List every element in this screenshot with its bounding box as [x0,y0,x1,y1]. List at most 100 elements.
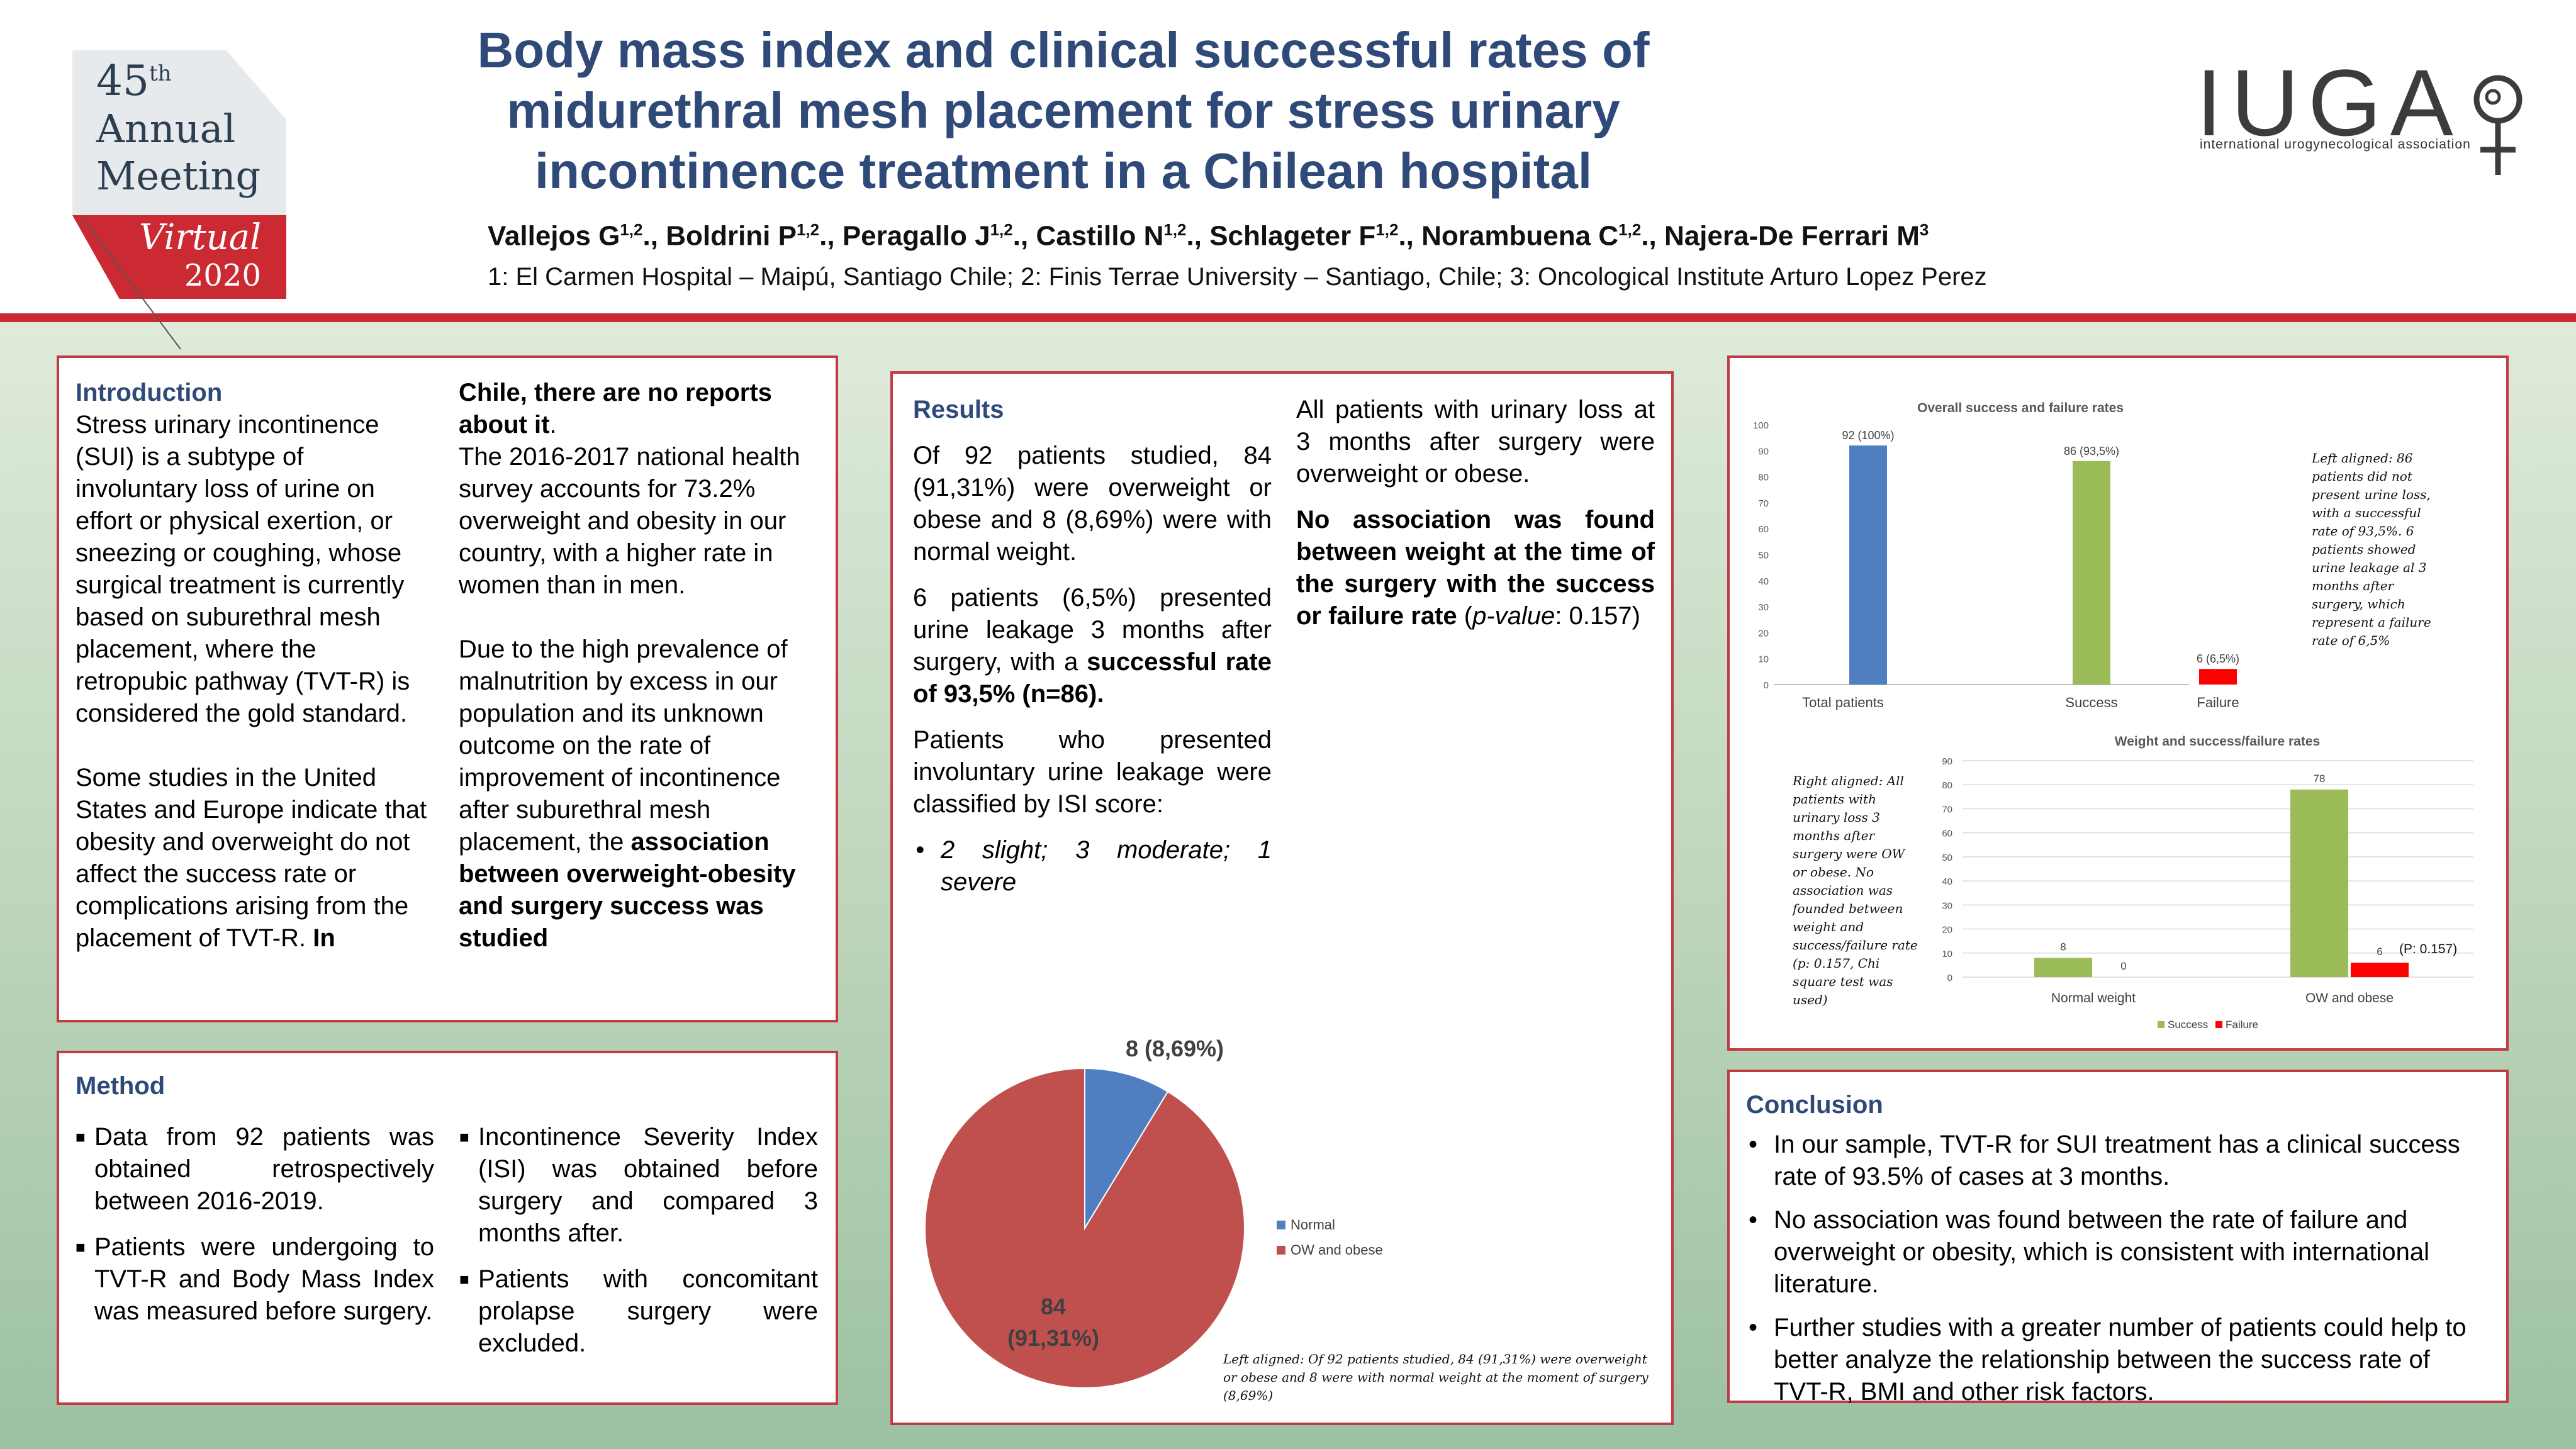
bar1-title: Overall success and failure rates [1917,401,2124,415]
bar1-category-label: Total patients [1802,695,1884,710]
method-item: Patients were undergoing to TVT-R and Bo… [76,1231,434,1328]
author-affiliation-mark: 1,2 [1375,220,1399,239]
badge-meeting: Meeting [96,153,261,199]
badge-edition: 45th [96,57,172,105]
bar1-y-tick: 70 [1758,498,1769,509]
isi-list: 2 slight; 3 moderate; 1 severe [913,834,1272,898]
bar2-legend-swatch [2158,1021,2164,1028]
author-name: Najera-De Ferrari M [1664,220,1920,252]
results-left-column: Results Of 92 patients studied, 84 (91,3… [913,394,1272,910]
author-affiliation-mark: 1,2 [796,220,820,239]
pie-data-label: 8 (8,69%) [1126,1036,1224,1061]
bar1-y-tick: 80 [1758,473,1769,483]
pie-caption: Left aligned: Of 92 patients studied, 84… [1223,1351,1649,1403]
intro-paragraph-2: Some studies in the United States and Eu… [76,764,427,952]
author-name: Castillo N [1036,220,1164,252]
bar1-y-tick: 40 [1758,576,1769,587]
bar2-data-label: 78 [2314,773,2326,785]
bar2-data-label: 0 [2120,960,2126,972]
pie-legend-swatch [1277,1221,1285,1229]
bar2-legend-label: Failure [2226,1019,2258,1031]
bar2-data-label: 8 [2060,941,2066,953]
bar1-caption: Left aligned: 86 patients did not presen… [2312,450,2431,648]
conclusion-item: Further studies with a greater number of… [1746,1312,2482,1408]
badge-virtual: Virtual [138,217,261,258]
author-name: Norambuena C [1421,220,1619,252]
bar1-category-label: Success [2065,695,2117,710]
poster-title: Body mass index and clinical successful … [477,22,1650,199]
results-panel: Results Of 92 patients studied, 84 (91,3… [890,371,1674,1425]
bar1-bar [2199,669,2237,685]
results-paragraph-4: All patients with urinary loss at 3 mont… [1296,396,1655,488]
badge-annual: Annual [96,106,236,152]
conclusion-item: No association was found between the rat… [1746,1204,2482,1301]
results-right-column: All patients with urinary loss at 3 mont… [1296,394,1655,632]
author-list: Vallejos G1,2., Boldrini P1,2., Peragall… [488,220,1929,252]
bar2-y-tick: 80 [1942,780,1952,791]
intro-right-column: Chile, there are no reports about it. Th… [459,377,820,954]
isi-list-item: 2 slight; 3 moderate; 1 severe [913,834,1272,898]
bar2-bar [2034,958,2092,977]
results-paragraph-2: 6 patients (6,5%) presented urine leakag… [913,584,1272,708]
results-paragraph-5: No association was found between weight … [1296,506,1655,630]
bar1-category-label: Failure [2197,695,2239,710]
logo-wordmark: IUGA [2196,50,2462,155]
pie-data-label: 84 [1041,1294,1066,1319]
bar2-legend-swatch [2215,1021,2222,1028]
bar2-y-tick: 90 [1942,756,1952,767]
intro-paragraph-4: The 2016-2017 national health survey acc… [459,443,800,599]
intro-paragraph-3: Chile, there are no reports about it. [459,379,772,439]
author-affiliation-mark: 3 [1919,220,1929,239]
method-item: Incontinence Severity Index (ISI) was ob… [459,1121,818,1250]
bar2-y-tick: 0 [1947,973,1952,983]
affiliations: 1: El Carmen Hospital – Maipú, Santiago … [488,263,1987,291]
author-affiliation-mark: 1,2 [1618,220,1642,239]
bar1-y-tick: 20 [1758,628,1769,639]
bar2-category-label: OW and obese [2305,991,2394,1005]
conclusion-item: In our sample, TVT-R for SUI treatment h… [1746,1129,2482,1193]
bar2-legend-label: Success [2168,1019,2208,1031]
conclusion-panel: Conclusion In our sample, TVT-R for SUI … [1727,1070,2509,1406]
author-affiliation-mark: 1,2 [1163,220,1187,239]
conclusion-list: In our sample, TVT-R for SUI treatment h… [1746,1129,2482,1419]
bar1-data-label: 6 (6,5%) [2197,652,2239,665]
method-item: Data from 92 patients was obtained retro… [76,1121,434,1217]
bar1-bar [1849,445,1887,685]
author-name: Schlageter F [1209,220,1376,252]
bar2-y-tick: 10 [1942,949,1952,959]
introduction-panel: Introduction Stress urinary incontinence… [57,355,838,1022]
bar2-bar [2351,963,2409,977]
meeting-badge: 45th Annual Meeting Virtual 2020 [72,50,286,299]
bar1-y-tick: 90 [1758,446,1769,457]
method-right-list: Incontinence Severity Index (ISI) was ob… [459,1121,818,1373]
bar2-y-tick: 30 [1942,900,1952,911]
bar2-y-tick: 20 [1942,925,1952,936]
bar1-bar [2073,461,2110,685]
intro-paragraph-1: Stress urinary incontinence (SUI) is a s… [76,411,410,727]
bar1-data-label: 92 (100%) [1842,429,1894,442]
bar1-y-tick: 30 [1758,602,1769,613]
overall-bar-chart: Overall success and failure rates 0 10 20 30… [1753,401,2473,1031]
header-divider [0,313,2576,322]
bar2-category-label: Normal weight [2051,991,2136,1005]
results-heading: Results [913,396,1004,423]
badge-year: 2020 [184,258,261,293]
gender-symbol-icon [2473,75,2523,175]
pie-legend-label: Normal [1291,1217,1335,1233]
bar2-bar [2290,789,2348,977]
bar2-title: Weight and success/failure rates [2115,734,2320,749]
author-name: Peragallo J [842,220,990,252]
bar2-y-tick: 40 [1942,876,1952,887]
conclusion-heading: Conclusion [1746,1091,1883,1119]
bar1-data-label: 86 (93,5%) [2064,445,2119,457]
results-paragraph-1: Of 92 patients studied, 84 (91,31%) were… [913,442,1272,566]
bar2-y-tick: 60 [1942,829,1952,839]
poster-header [0,0,2576,313]
pie-legend-label: OW and obese [1291,1242,1383,1258]
bar1-y-tick: 50 [1758,551,1769,561]
author-name: Boldrini P [666,220,797,252]
intro-left-column: Introduction Stress urinary incontinence… [76,377,431,954]
results-paragraph-3: Patients who presented involuntary urine… [913,726,1272,818]
author-affiliation-mark: 1,2 [990,220,1013,239]
bar2-y-tick: 70 [1942,804,1952,815]
